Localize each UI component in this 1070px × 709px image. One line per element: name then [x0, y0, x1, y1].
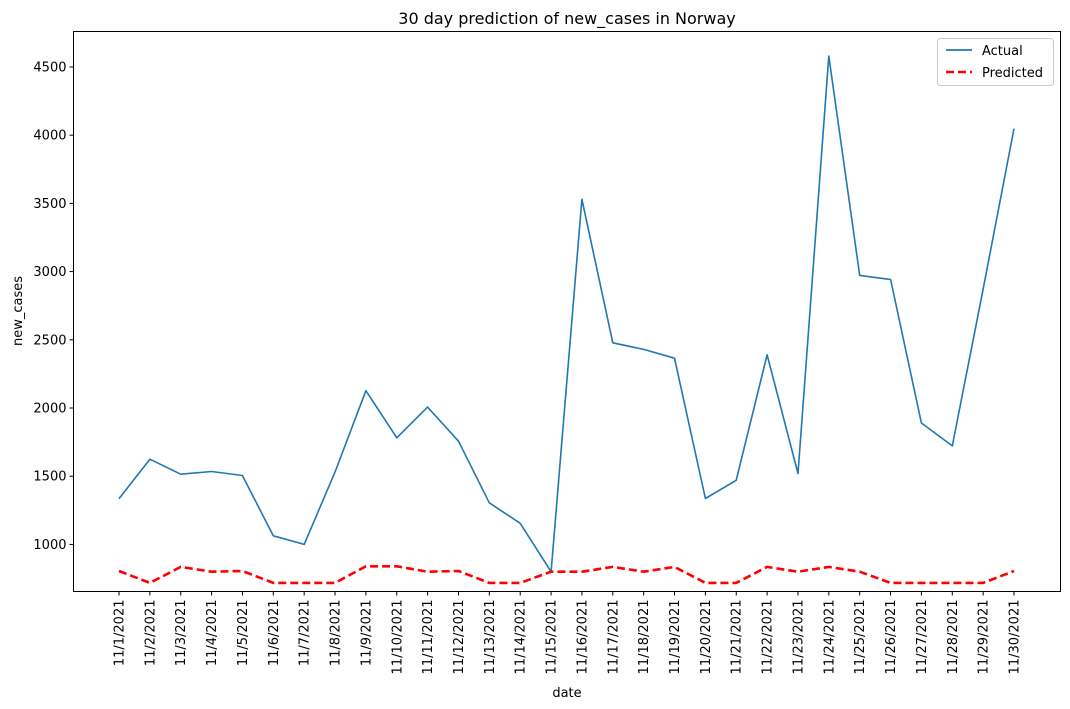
legend: Actual Predicted: [937, 38, 1054, 86]
x-tick-label: 11/21/2021: [730, 600, 745, 675]
x-tick-label: 11/25/2021: [853, 600, 868, 675]
x-tick-label: 11/1/2021: [113, 600, 128, 667]
x-tick-label: 11/24/2021: [822, 600, 837, 675]
x-tick-label: 11/15/2021: [545, 600, 560, 675]
x-tick-label: 11/27/2021: [915, 600, 930, 675]
x-tick-label: 11/14/2021: [514, 600, 529, 675]
x-tick-label: 11/5/2021: [236, 600, 251, 667]
x-tick-label: 11/6/2021: [267, 600, 282, 667]
x-tick-label: 11/10/2021: [390, 600, 405, 675]
x-tick-label: 11/23/2021: [791, 600, 806, 675]
x-tick-label: 11/7/2021: [298, 600, 313, 667]
x-tick-label: 11/4/2021: [205, 600, 220, 667]
x-tick-label: 11/22/2021: [761, 600, 776, 675]
x-tick-label: 11/26/2021: [884, 600, 899, 675]
x-tick-label: 11/8/2021: [329, 600, 344, 667]
series-line-predicted: [118, 564, 1015, 585]
y-tick-label: 1000: [33, 538, 66, 553]
x-tick-label: 11/13/2021: [483, 600, 498, 675]
legend-label-actual: Actual: [982, 44, 1023, 59]
x-tick-label: 11/29/2021: [977, 600, 992, 675]
y-tick-label: 3000: [33, 265, 66, 280]
y-tick-label: 2000: [33, 402, 66, 417]
x-tick-label: 11/19/2021: [668, 600, 683, 675]
x-tick-label: 11/9/2021: [359, 600, 374, 667]
series-layer: [118, 55, 1015, 585]
y-axis: 1000 1500 2000 2500 3000 3500 4000 4500: [33, 60, 74, 553]
x-tick-label: 11/2/2021: [143, 600, 158, 667]
y-tick-label: 2500: [33, 333, 66, 348]
x-tick-label: 11/3/2021: [174, 600, 189, 667]
x-tick-label: 11/16/2021: [575, 600, 590, 675]
series-line-actual: [118, 55, 1015, 573]
y-tick-label: 1500: [33, 470, 66, 485]
y-tick-label: 4500: [33, 60, 66, 75]
x-tick-label: 11/11/2021: [421, 600, 436, 675]
chart-title: 30 day prediction of new_cases in Norway: [398, 9, 735, 29]
x-tick-label: 11/30/2021: [1008, 600, 1023, 675]
x-tick-label: 11/17/2021: [606, 600, 621, 675]
y-axis-label: new_cases: [11, 276, 26, 346]
x-axis-label: date: [552, 686, 581, 701]
y-tick-label: 4000: [33, 129, 66, 144]
x-axis: 11/1/2021 11/2/2021 11/3/2021 11/4/2021 11/5…: [113, 591, 1023, 675]
plot-frame: [73, 31, 1061, 592]
x-tick-label: 11/12/2021: [452, 600, 467, 675]
x-tick-label: 11/28/2021: [946, 600, 961, 675]
x-tick-label: 11/18/2021: [637, 600, 652, 675]
legend-label-predicted: Predicted: [982, 66, 1043, 81]
x-tick-label: 11/20/2021: [699, 600, 714, 675]
y-tick-label: 3500: [33, 197, 66, 212]
